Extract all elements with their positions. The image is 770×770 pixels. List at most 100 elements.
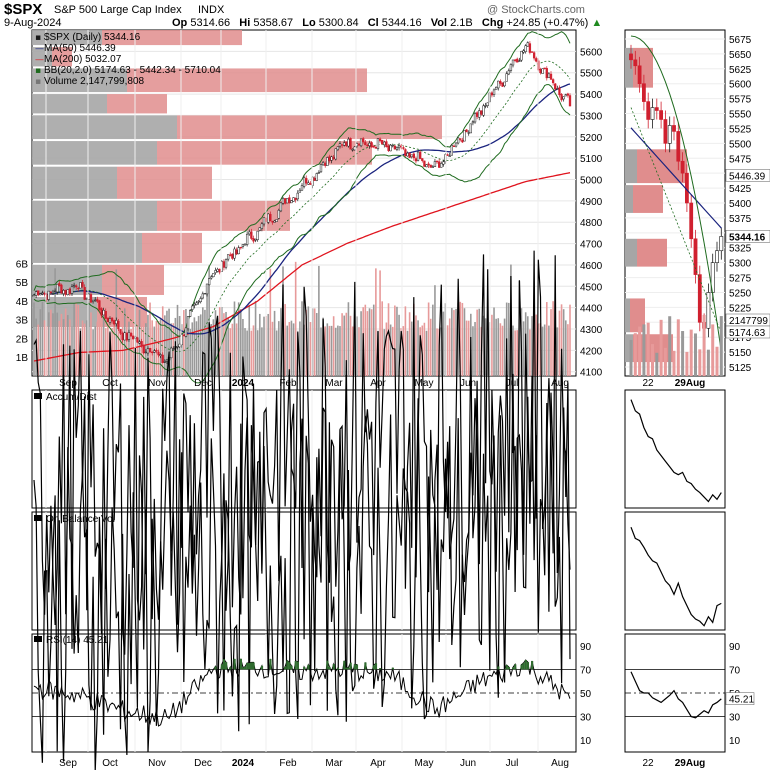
volume-bar (491, 314, 493, 376)
candle-body (469, 123, 472, 134)
candle-body (294, 197, 297, 201)
candle-body (58, 283, 61, 286)
candle-body (222, 261, 226, 268)
rsi-overbought-fill (526, 662, 529, 670)
volume-bar (301, 301, 303, 376)
vbp-up-bar (32, 141, 157, 165)
volume-bar (275, 330, 278, 376)
volume-bar (349, 315, 352, 376)
volume-bar (457, 302, 459, 376)
candle-body (543, 67, 546, 69)
volume-bar (474, 321, 476, 376)
candle-body (83, 286, 86, 300)
vbp-down-bar (102, 30, 242, 46)
volume-legend-swatch: ▪ (35, 77, 41, 87)
volume-bar (90, 312, 92, 376)
candle-body (290, 200, 293, 204)
candle-body (362, 138, 365, 143)
volume-bar (166, 310, 168, 376)
rsi-overbought-fill (372, 665, 375, 670)
candle-body (408, 152, 411, 158)
zoom-rsi-line (630, 671, 722, 719)
volume-bar (318, 265, 320, 376)
rsi-overbought-fill (353, 664, 356, 670)
volume-bar (545, 302, 548, 376)
volume-bar (244, 328, 246, 376)
zoom-volume-bar (672, 350, 676, 376)
volume-bar (180, 324, 183, 376)
candle-body (385, 141, 388, 148)
candle-body (89, 294, 93, 303)
zoom-candle-body (637, 65, 642, 84)
price-tick-label: 4900 (580, 197, 603, 208)
rsi-overbought-fill (288, 662, 291, 670)
rsi-tick-label: 10 (580, 736, 592, 747)
candle-body (104, 311, 107, 319)
rsi-zoom-tick-label: 10 (729, 736, 741, 747)
zoom-volume-bar (694, 333, 697, 376)
candle-body (450, 145, 453, 156)
x-axis-label: Nov (148, 758, 166, 769)
volume-bar (482, 315, 485, 376)
volume-bar (360, 311, 362, 376)
candle-body (497, 80, 500, 89)
candle-body (427, 163, 430, 166)
volume-bar (370, 309, 373, 376)
candle-body (562, 96, 565, 100)
rsi-overbought-fill (250, 662, 253, 670)
volume-bar (341, 313, 343, 376)
ma50-line (33, 83, 571, 335)
zoom-vbp-down-bar (633, 185, 663, 213)
candle-body (195, 302, 198, 305)
candle-body (448, 155, 451, 157)
volume-bar (151, 320, 153, 376)
volume-legend: Volume 2,147,799,808 (44, 76, 145, 87)
vbp-up-bar (32, 232, 142, 263)
candle-body (433, 161, 437, 167)
rsi-zoom-tick-label: 90 (729, 642, 741, 653)
candle-body (163, 361, 166, 363)
price-tick-label: 4300 (580, 325, 603, 336)
candle-body (68, 288, 72, 294)
candle-body (395, 147, 399, 150)
candle-body (302, 177, 306, 187)
candle-body (186, 316, 190, 330)
zoom-volume-bar (702, 315, 706, 376)
candle-body (267, 213, 270, 223)
volume-bar (548, 325, 550, 376)
rsi-overbought-fill (290, 665, 293, 670)
volume-bar (351, 326, 354, 376)
volume-bar (261, 327, 263, 376)
rsi-overbought-fill (326, 660, 329, 670)
zoom-price-tick-label: 5125 (729, 363, 752, 374)
rsi-zoom-tick-label: 30 (729, 713, 741, 724)
price-badge-box (725, 169, 770, 182)
candle-body (564, 94, 567, 97)
zoom-price-tick-label: 5375 (729, 214, 752, 225)
volume-bar (347, 302, 350, 376)
volume-bar (535, 314, 538, 376)
price-badge: 5174.63 (729, 328, 766, 339)
candle-body (520, 51, 523, 61)
volume-tick-label: 4B (16, 297, 29, 308)
candle-body (528, 43, 532, 53)
zoom-volume-bar (638, 326, 642, 376)
volume-bar (277, 321, 280, 376)
price-badge: 2147799 (729, 316, 768, 327)
candle-body (300, 185, 304, 191)
vbp-down-bar (142, 232, 202, 263)
volume-bar (252, 325, 255, 376)
candle-body (275, 219, 278, 222)
rsi-overbought-fill (269, 658, 272, 670)
accum-dist-swatch (34, 393, 42, 399)
candle-body (423, 160, 426, 167)
zoom-vbp-up-bar (625, 238, 637, 267)
zoom-vbp-down-bar (630, 298, 645, 333)
candle-body (233, 248, 236, 259)
volume-tick-label: 2B (16, 334, 29, 345)
price-tick-label: 5600 (580, 47, 603, 58)
candle-body (505, 73, 508, 82)
zoom-ma50-line (630, 127, 722, 229)
zoom-volume-bar (651, 344, 654, 376)
candle-body (349, 138, 352, 150)
